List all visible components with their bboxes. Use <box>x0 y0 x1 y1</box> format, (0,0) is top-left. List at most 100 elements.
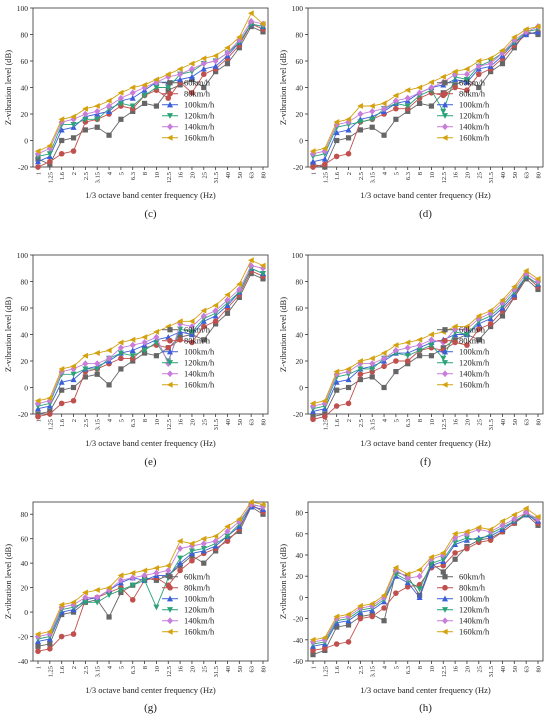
chart-panel-d: -20 0 20 40 60 80 100 1 1.25 1.6 2 2.5 3.15 4 5 6.3 8 10 1… <box>278 4 544 220</box>
data-point <box>345 126 352 133</box>
x-axis-title: 1/3 octave band center frequency (Hz) <box>85 438 216 448</box>
x-tick-label: 2 <box>71 666 78 669</box>
data-point <box>141 334 148 341</box>
data-point <box>452 550 458 556</box>
data-point <box>357 119 364 126</box>
series-140km-per-h <box>35 17 266 158</box>
x-tick-label: 8 <box>142 172 149 175</box>
data-point <box>224 523 231 530</box>
legend-label: 140km/h <box>184 369 215 379</box>
data-point <box>345 400 352 407</box>
data-point <box>70 122 77 128</box>
x-tick-label: 25 <box>201 172 208 179</box>
legend-label: 120km/h <box>459 358 490 368</box>
legend-label: 120km/h <box>184 358 215 368</box>
y-axis-title: Z-vibration level (dB) <box>278 544 288 619</box>
data-point <box>393 105 399 112</box>
data-point <box>58 400 65 407</box>
legend-label: 60km/h <box>184 572 211 582</box>
legend-label: 80km/h <box>459 336 486 346</box>
data-point <box>499 313 506 319</box>
x-tick-label: 2 <box>346 666 353 669</box>
data-point <box>176 65 183 72</box>
x-tick-label: 10 <box>429 666 436 673</box>
data-point <box>141 571 148 579</box>
data-point <box>129 347 136 353</box>
data-point <box>153 84 160 91</box>
x-tick-label: 3.15 <box>95 419 102 430</box>
data-point <box>35 648 41 655</box>
x-tick-label: 50 <box>237 419 244 426</box>
x-tick-label: 10 <box>154 172 161 179</box>
data-point <box>381 363 387 370</box>
data-point <box>70 599 77 606</box>
x-tick-label: 1.6 <box>59 665 66 674</box>
legend-marker <box>167 574 173 580</box>
data-point <box>309 148 316 155</box>
y-tick-label: 80 <box>21 278 29 287</box>
x-tick-label: 63 <box>249 172 256 179</box>
legend-marker <box>167 360 173 366</box>
data-point <box>416 566 423 573</box>
data-point <box>357 615 364 622</box>
data-point <box>404 574 411 582</box>
x-tick-label: 20 <box>464 419 471 426</box>
data-point <box>381 132 387 138</box>
data-point <box>224 296 231 304</box>
data-point <box>260 264 266 272</box>
data-point <box>70 631 77 637</box>
legend-label: 80km/h <box>184 336 211 346</box>
series-line <box>312 270 539 404</box>
data-point <box>212 307 219 315</box>
x-tick-label: 1.6 <box>334 665 341 674</box>
x-tick-label: 31.5 <box>213 419 220 430</box>
data-point <box>345 150 352 157</box>
legend-marker <box>442 337 448 344</box>
data-point <box>70 363 77 370</box>
x-tick-label: 16 <box>453 665 460 672</box>
data-point <box>333 370 340 378</box>
data-point <box>106 354 113 362</box>
data-point <box>117 576 124 584</box>
data-point <box>487 60 494 68</box>
series-140km-per-h <box>35 501 266 640</box>
y-tick-label: 0 <box>299 137 303 146</box>
data-point <box>522 267 529 274</box>
legend-marker <box>167 607 173 613</box>
data-point <box>511 511 517 518</box>
data-point <box>464 87 470 93</box>
data-point <box>129 341 136 349</box>
data-point <box>70 384 77 391</box>
data-point <box>70 113 77 120</box>
data-point <box>345 135 352 141</box>
x-tick-label: 1.25 <box>47 172 54 183</box>
legend-label: 120km/h <box>184 111 215 121</box>
x-tick-label: 8 <box>142 666 149 669</box>
data-point <box>369 613 376 620</box>
chart-panel-c: -20 0 20 40 60 80 100 1 1.25 1.6 2 2.5 3.15 4 5 6.3 8 10 1… <box>3 4 269 220</box>
data-point <box>248 17 255 25</box>
data-point <box>345 376 352 383</box>
legend-label: 60km/h <box>184 325 211 335</box>
data-point <box>201 337 207 343</box>
data-point <box>82 594 89 601</box>
x-tick-label: 31.5 <box>213 172 220 183</box>
legend-marker <box>166 134 173 141</box>
data-point <box>369 600 375 607</box>
legend-marker <box>442 370 448 378</box>
data-point <box>105 584 112 591</box>
data-point <box>46 151 53 157</box>
data-point <box>35 158 41 165</box>
data-point <box>369 124 375 130</box>
data-point <box>224 61 231 67</box>
series-120km-per-h <box>35 501 266 643</box>
x-tick-label: 40 <box>500 419 507 426</box>
data-point <box>153 604 160 611</box>
x-tick-label: 40 <box>225 419 232 426</box>
data-point <box>322 413 328 420</box>
x-tick-label: 5 <box>118 666 125 669</box>
legend-label: 160km/h <box>459 380 490 390</box>
data-point <box>105 97 112 104</box>
y-tick-label: 100 <box>17 4 29 13</box>
